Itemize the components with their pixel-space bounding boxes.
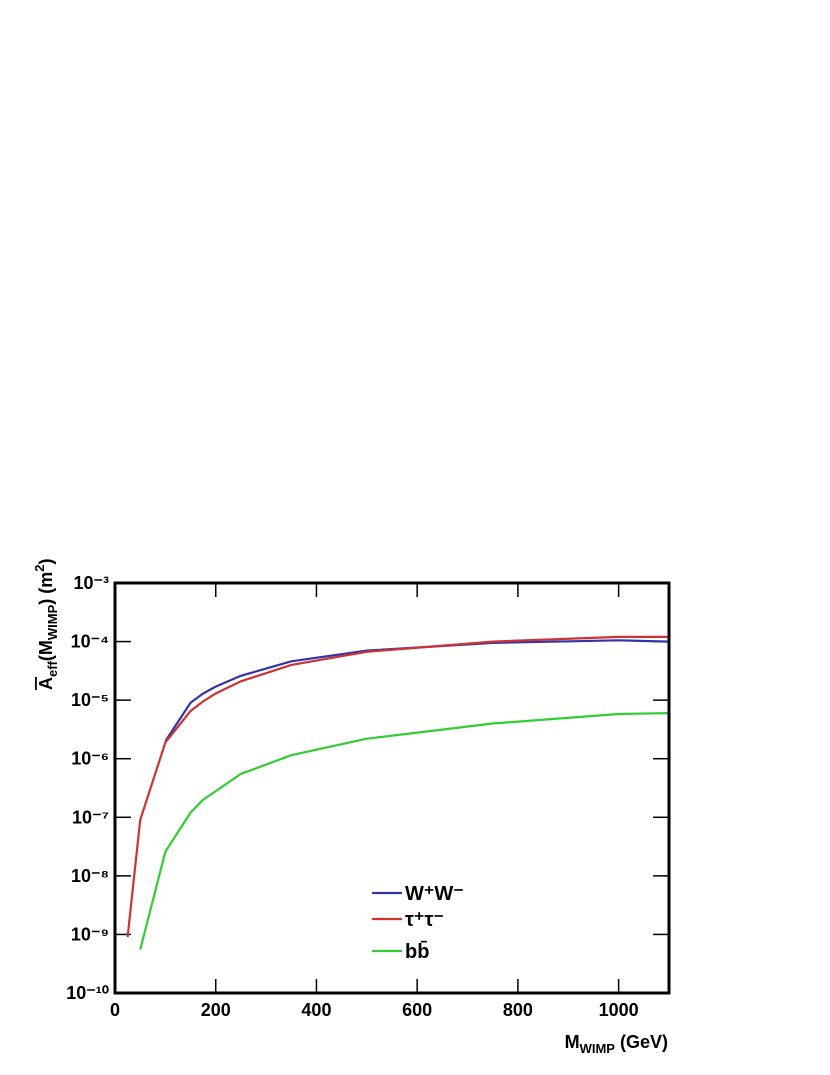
x-tick-label: 1000 (599, 1000, 639, 1020)
x-tick-label: 200 (201, 1000, 231, 1020)
series-line (126, 635, 669, 938)
y-label-part: (M (36, 640, 56, 661)
y-label-part: eff (45, 660, 60, 677)
y-tick-label: 10⁻⁹ (71, 924, 109, 944)
y-tick-label: 10⁻¹⁰ (66, 983, 109, 1003)
x-tick-label: 600 (402, 1000, 432, 1020)
legend-label: τ⁺τ⁻ (405, 909, 444, 931)
y-label-part: A (36, 677, 56, 690)
y-label-part: WIMP (45, 604, 60, 640)
y-label-part: 2 (32, 564, 47, 571)
y-tick-label: 10⁻⁴ (71, 632, 109, 652)
y-label-part: ) (36, 558, 56, 564)
y-tick-label: 10⁻³ (73, 573, 109, 593)
legend-label: bb̄ (405, 941, 429, 963)
x-axis-label: MWIMP (GeV) (565, 1032, 668, 1056)
y-tick-label: 10⁻⁵ (71, 690, 109, 710)
y-tick-label: 10⁻⁸ (71, 866, 109, 886)
x-tick-label: 0 (110, 1000, 120, 1020)
series-line (164, 639, 670, 742)
x-label-part: M (565, 1032, 580, 1052)
plot-frame (113, 581, 671, 995)
y-label-part: ) (m (36, 572, 56, 605)
x-tick-label: 800 (503, 1000, 533, 1020)
y-tick-label: 10⁻⁷ (72, 807, 109, 827)
y-axis-label: Aeff(MWIMP) (m2) (32, 558, 60, 690)
x-label-part: WIMP (580, 1041, 616, 1056)
series-line (139, 712, 670, 950)
legend-label: W⁺W⁻ (405, 883, 464, 905)
y-tick-label: 10⁻⁶ (71, 749, 109, 769)
x-tick-label: 400 (301, 1000, 331, 1020)
x-label-part: (GeV) (615, 1032, 668, 1052)
y-axis-label-group: Aeff(MWIMP) (m2) (32, 558, 60, 690)
